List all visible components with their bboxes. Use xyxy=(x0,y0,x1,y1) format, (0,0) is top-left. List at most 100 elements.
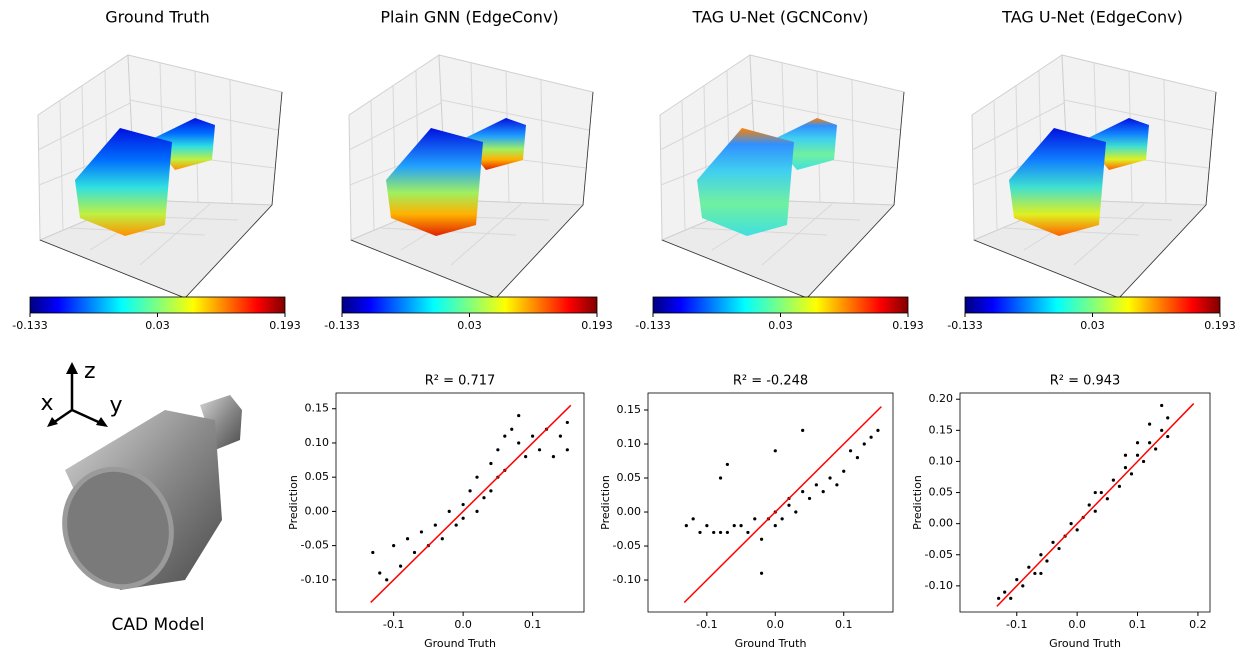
point xyxy=(405,537,410,541)
point xyxy=(503,434,507,438)
colorbar xyxy=(341,296,598,314)
point xyxy=(454,523,458,527)
y-tick-label: 0.10 xyxy=(929,454,954,467)
plot-frame xyxy=(647,392,894,613)
point xyxy=(760,537,764,541)
point xyxy=(698,530,702,535)
y-tick-label: -0.05 xyxy=(925,548,953,561)
point xyxy=(1160,428,1164,432)
point xyxy=(371,550,375,555)
y-tick-label: 0.05 xyxy=(617,471,642,484)
x-tick-label: 0.2 xyxy=(1189,618,1207,631)
point xyxy=(691,517,695,521)
y-tick-label: 0.05 xyxy=(929,486,954,499)
point xyxy=(1093,490,1097,495)
point xyxy=(1099,490,1103,495)
colorbar-tick-label: 0.03 xyxy=(145,319,170,332)
point xyxy=(517,441,521,445)
point xyxy=(412,550,417,555)
point xyxy=(1093,509,1097,513)
y-tick-label: 0.00 xyxy=(617,505,642,518)
plot-frame xyxy=(959,392,1211,613)
point xyxy=(718,530,723,535)
y-tick-label: -0.10 xyxy=(613,573,641,586)
point xyxy=(821,490,825,494)
x-axis-label: Ground Truth xyxy=(735,637,807,650)
point xyxy=(1033,571,1037,576)
colorbar-tick-label: 0.193 xyxy=(269,319,301,332)
y-tick-label: 0.10 xyxy=(305,436,330,449)
colorbar-tick-label: 0.193 xyxy=(892,319,924,332)
x-tick-label: 0.1 xyxy=(835,618,853,631)
point xyxy=(530,434,535,438)
x-tick-label: -0.1 xyxy=(383,618,404,631)
point xyxy=(725,462,729,467)
point xyxy=(718,476,723,480)
colorbar-tick-label: 0.03 xyxy=(768,319,793,332)
cad-model: z x y CAD Model xyxy=(40,359,242,635)
point xyxy=(1015,578,1019,582)
point xyxy=(801,428,805,433)
point xyxy=(482,496,486,500)
point xyxy=(876,428,880,433)
colorbar-tick-label: -0.133 xyxy=(12,319,47,332)
point xyxy=(489,461,493,466)
point xyxy=(565,420,569,425)
x-tick-label: 0.1 xyxy=(524,618,542,631)
point xyxy=(551,455,556,459)
axis-letter: x xyxy=(40,391,53,416)
y-tick-label: -0.10 xyxy=(301,573,329,586)
point xyxy=(780,517,784,521)
colorbar-tick-label: 0.193 xyxy=(581,319,613,332)
point xyxy=(1166,416,1170,420)
point xyxy=(1111,478,1115,482)
point xyxy=(433,523,437,527)
point xyxy=(1148,422,1152,426)
point xyxy=(1123,453,1128,457)
point xyxy=(760,571,764,575)
y-tick-label: 0.15 xyxy=(617,403,642,416)
y-tick-label: 0.20 xyxy=(929,392,954,405)
colorbar xyxy=(29,296,286,314)
axis-letter: z xyxy=(84,359,96,384)
point xyxy=(705,524,709,528)
point xyxy=(461,516,465,520)
point xyxy=(537,448,542,452)
y-axis-label: Prediction xyxy=(911,475,924,530)
point xyxy=(1129,472,1134,476)
x-tick-label: 0.0 xyxy=(1068,618,1086,631)
point xyxy=(1039,571,1043,576)
axis-letter: y xyxy=(109,393,122,418)
colorbar-tick-label: 0.03 xyxy=(457,319,482,332)
point xyxy=(1027,565,1031,569)
point xyxy=(468,489,472,493)
point xyxy=(1160,403,1164,408)
point xyxy=(997,596,1001,600)
plot-frame xyxy=(335,392,585,613)
x-tick-label: -0.1 xyxy=(1006,618,1027,631)
point xyxy=(848,449,853,453)
point xyxy=(794,510,798,514)
point xyxy=(801,490,805,494)
point xyxy=(565,448,569,452)
colorbar-tick-label: 0.193 xyxy=(1204,319,1236,332)
point xyxy=(1039,553,1043,557)
x-tick-label: 0.0 xyxy=(767,618,785,631)
y-tick-label: -0.10 xyxy=(925,579,953,592)
point xyxy=(1003,590,1007,594)
point xyxy=(1087,503,1091,507)
point xyxy=(732,524,736,528)
point xyxy=(475,509,479,513)
point xyxy=(739,524,743,528)
point xyxy=(447,509,451,513)
point xyxy=(684,524,688,528)
point xyxy=(1141,459,1146,464)
x-axis-label: Ground Truth xyxy=(1049,637,1121,650)
point xyxy=(558,434,562,438)
identity-line xyxy=(683,406,882,604)
point xyxy=(842,469,846,473)
point xyxy=(814,483,818,487)
point xyxy=(1075,528,1079,532)
y-tick-label: -0.05 xyxy=(301,539,329,552)
